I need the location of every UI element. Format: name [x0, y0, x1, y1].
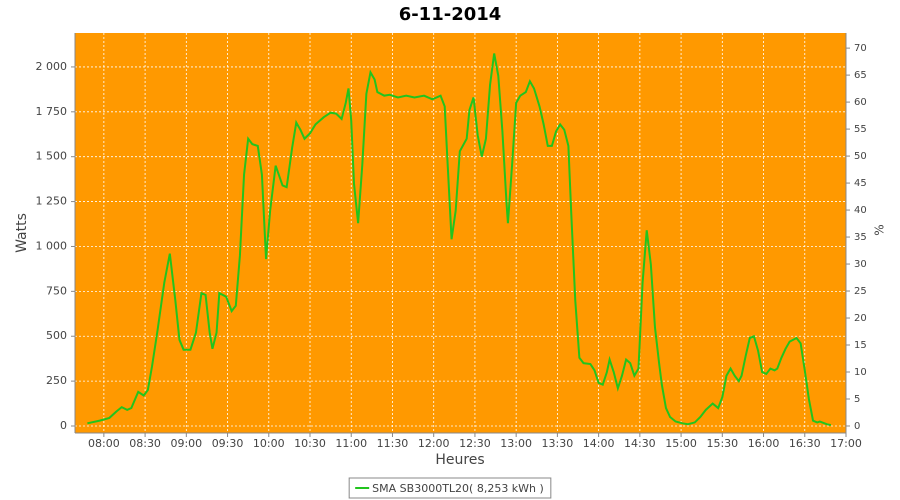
y2-tick-label: 45	[854, 178, 867, 189]
y2-tick-label: 30	[854, 259, 867, 270]
y2-tick-label: 55	[854, 124, 867, 135]
y-tick-label: 2 000	[36, 60, 68, 73]
x-tick-label: 14:00	[583, 437, 615, 450]
x-tick-label: 12:00	[418, 437, 450, 450]
x-tick-label: 10:00	[253, 437, 285, 450]
y2-tick-label: 25	[854, 286, 867, 297]
y-tick-label: 1 250	[36, 195, 68, 208]
legend: SMA SB3000TL20( 8,253 kWh )	[348, 477, 552, 499]
y-tick-label: 1 750	[36, 105, 68, 118]
x-tick-label: 15:00	[665, 437, 697, 450]
y2-tick-label: 15	[854, 340, 867, 351]
y2-tick-label: 65	[854, 70, 867, 81]
x-tick-label: 17:00	[830, 437, 862, 450]
chart-title: 6-11-2014	[399, 4, 502, 25]
y2-tick-label: 20	[854, 313, 867, 324]
y2-tick-label: 35	[854, 232, 867, 243]
x-tick-label: 11:00	[335, 437, 367, 450]
x-tick-label: 16:00	[748, 437, 780, 450]
y2-tick-label: 60	[854, 97, 867, 108]
x-tick-label: 08:30	[129, 437, 161, 450]
x-tick-label: 15:30	[706, 437, 738, 450]
x-tick-label: 11:30	[377, 437, 409, 450]
y-axis-label: Watts	[14, 213, 30, 253]
x-axis-label: Heures	[435, 452, 484, 468]
y-tick-label: 750	[46, 284, 67, 297]
y-tick-label: 500	[46, 329, 67, 342]
x-tick-label: 08:00	[88, 437, 120, 450]
y-tick-label: 1 500	[36, 150, 68, 163]
legend-box	[348, 477, 552, 499]
y-tick-label: 0	[60, 419, 67, 432]
x-tick-label: 09:30	[212, 437, 244, 450]
data-line	[87, 53, 832, 427]
y2-tick-label: 5	[854, 394, 860, 405]
y2-tick-label: 70	[854, 43, 867, 54]
y-tick-label: 250	[46, 374, 67, 387]
x-tick-label: 14:30	[624, 437, 656, 450]
legend-label: SMA SB3000TL20( 8,253 kWh )	[372, 482, 544, 495]
x-tick-label: 13:00	[500, 437, 532, 450]
y2-tick-label: 0	[854, 421, 860, 432]
x-tick-label: 13:30	[542, 437, 574, 450]
y2-axis-label: %	[873, 224, 887, 235]
x-tick-label: 16:30	[789, 437, 821, 450]
x-tick-label: 10:30	[294, 437, 326, 450]
x-tick-label: 12:30	[459, 437, 491, 450]
plot-area	[75, 33, 846, 433]
y2-tick-label: 10	[854, 367, 867, 378]
x-tick-label: 09:00	[170, 437, 202, 450]
y2-tick-label: 40	[854, 205, 867, 216]
y-tick-label: 1 000	[36, 239, 68, 252]
y2-tick-label: 50	[854, 151, 867, 162]
